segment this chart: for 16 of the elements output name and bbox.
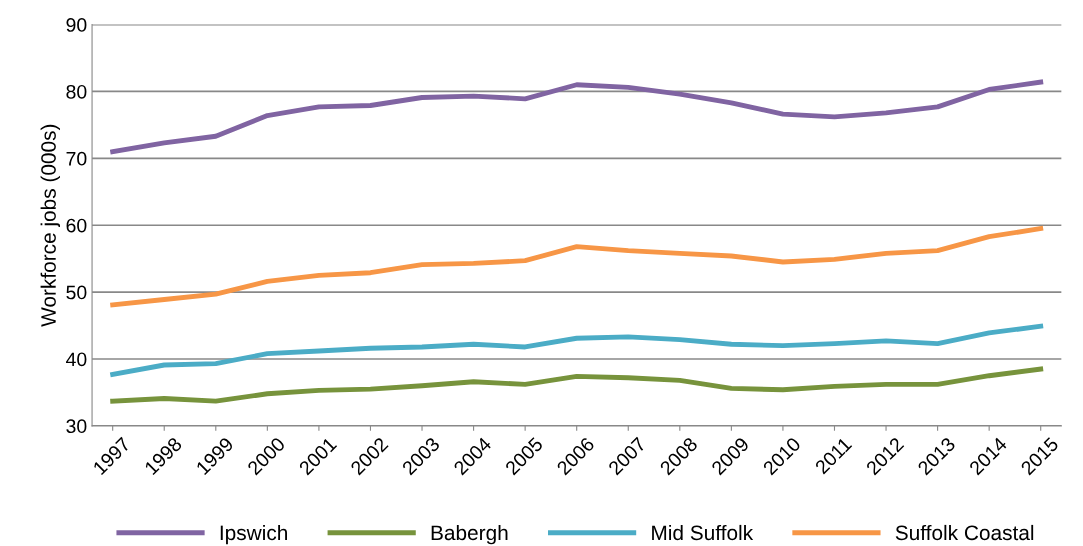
line-series: [110, 366, 1044, 404]
line-series: [110, 323, 1044, 377]
line-series: [110, 226, 1044, 308]
y-tick-label: 80: [66, 84, 87, 99]
line-series: [110, 79, 1044, 155]
y-tick-label: 30: [66, 419, 87, 434]
legend-label: Suffolk Coastal: [895, 524, 1034, 541]
y-tick-label: 70: [66, 151, 87, 166]
legend-label: Mid Suffolk: [652, 524, 754, 541]
y-tick-label: 50: [66, 285, 87, 300]
legend-label: Ipswich: [220, 524, 287, 545]
y-tick-label: 60: [66, 218, 87, 233]
legend-label: Babergh: [431, 524, 508, 545]
y-tick-label: 90: [66, 18, 87, 32]
y-axis-title: Workforce jobs (000s): [40, 124, 61, 327]
y-tick-label: 40: [66, 352, 87, 367]
